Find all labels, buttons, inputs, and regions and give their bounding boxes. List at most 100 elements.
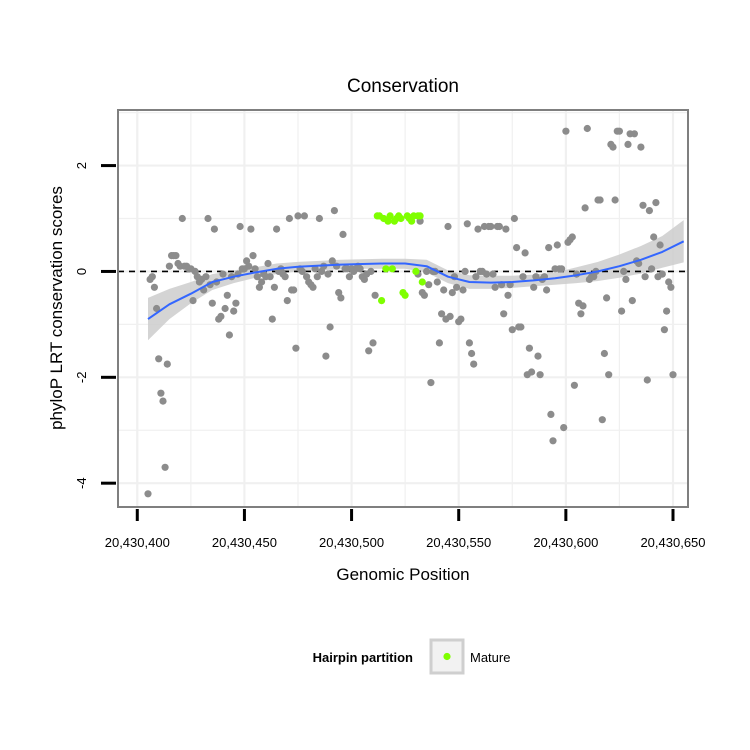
data-point [658, 270, 666, 278]
data-point [553, 241, 561, 249]
data-point [367, 267, 375, 275]
mature-point [418, 278, 426, 286]
mature-point [401, 291, 409, 299]
data-point [656, 241, 664, 249]
data-point [161, 463, 169, 471]
data-point [598, 416, 606, 424]
data-point [150, 283, 158, 291]
data-point [495, 222, 503, 231]
data-point [558, 265, 566, 273]
data-point [483, 270, 491, 278]
data-point [615, 127, 624, 135]
data-point [249, 252, 257, 260]
data-point [459, 286, 467, 294]
x-axis-title: Genomic Position [336, 565, 469, 584]
data-point [470, 360, 478, 368]
mature-point [412, 267, 420, 275]
data-point [236, 222, 244, 231]
data-point [618, 307, 626, 315]
data-point [667, 283, 675, 291]
x-tick-label: 20,430,550 [426, 535, 491, 550]
data-point [630, 130, 639, 138]
data-point [648, 265, 656, 273]
mature-point [386, 212, 394, 220]
data-point [333, 262, 341, 270]
x-tick-label: 20,430,600 [533, 535, 598, 550]
data-point [294, 212, 302, 220]
data-point [652, 199, 660, 207]
data-point [313, 273, 321, 281]
data-point [221, 304, 229, 313]
data-point [581, 204, 589, 212]
data-point [528, 368, 536, 376]
data-point [622, 275, 630, 283]
data-point [189, 297, 197, 305]
data-point [315, 214, 323, 223]
data-point [472, 273, 480, 281]
data-point [560, 424, 568, 432]
mature-point [382, 265, 390, 273]
data-point [543, 286, 551, 294]
legend-title: Hairpin partition [313, 650, 413, 665]
data-point [545, 244, 553, 252]
data-point [611, 196, 619, 204]
data-point [217, 312, 225, 320]
data-point [513, 244, 521, 252]
data-point [609, 143, 617, 151]
legend: Hairpin partition Mature [313, 638, 510, 675]
data-point [365, 347, 373, 355]
data-point [446, 312, 454, 320]
data-point [283, 297, 291, 305]
data-point [645, 207, 654, 215]
data-point [328, 257, 336, 265]
data-point [225, 331, 233, 339]
data-point [641, 273, 649, 281]
data-point [440, 286, 448, 294]
data-point [530, 283, 538, 291]
data-point [650, 233, 658, 241]
data-point [219, 270, 227, 278]
data-point [371, 291, 379, 299]
data-point [157, 389, 165, 397]
data-point [491, 283, 499, 291]
data-point [330, 207, 338, 215]
data-point [268, 315, 276, 323]
data-point [624, 140, 632, 148]
data-point [292, 344, 300, 352]
data-point [204, 214, 212, 223]
data-point [577, 310, 585, 318]
data-point [223, 291, 231, 299]
data-point [536, 371, 544, 379]
data-point [628, 297, 636, 305]
mature-point [416, 212, 424, 220]
data-point [643, 376, 651, 384]
mature-point [378, 297, 386, 305]
data-point [285, 214, 293, 223]
data-point [253, 273, 261, 281]
smooth-trend-line [147, 240, 685, 320]
data-point [562, 127, 570, 135]
data-point [420, 291, 428, 299]
data-point [474, 225, 482, 233]
data-point [165, 262, 173, 270]
data-point [461, 267, 469, 275]
data-point [148, 273, 156, 281]
x-axis: 20,430,400 20,430,450 20,430,500 20,430,550… [105, 509, 706, 550]
data-point [309, 283, 317, 291]
data-point [489, 270, 497, 278]
data-point [345, 273, 353, 281]
data-point [583, 124, 591, 133]
data-point [247, 225, 255, 233]
data-point [423, 267, 431, 275]
data-point [669, 371, 677, 379]
data-point [504, 291, 512, 299]
data-point [525, 344, 534, 352]
data-point [356, 265, 364, 273]
data-point [159, 397, 167, 405]
data-point [251, 265, 259, 273]
y-tick-label: 0 [74, 268, 89, 275]
data-point [264, 259, 272, 268]
y-tick-label: 2 [74, 162, 89, 169]
data-point [230, 307, 238, 315]
data-point [438, 310, 446, 318]
